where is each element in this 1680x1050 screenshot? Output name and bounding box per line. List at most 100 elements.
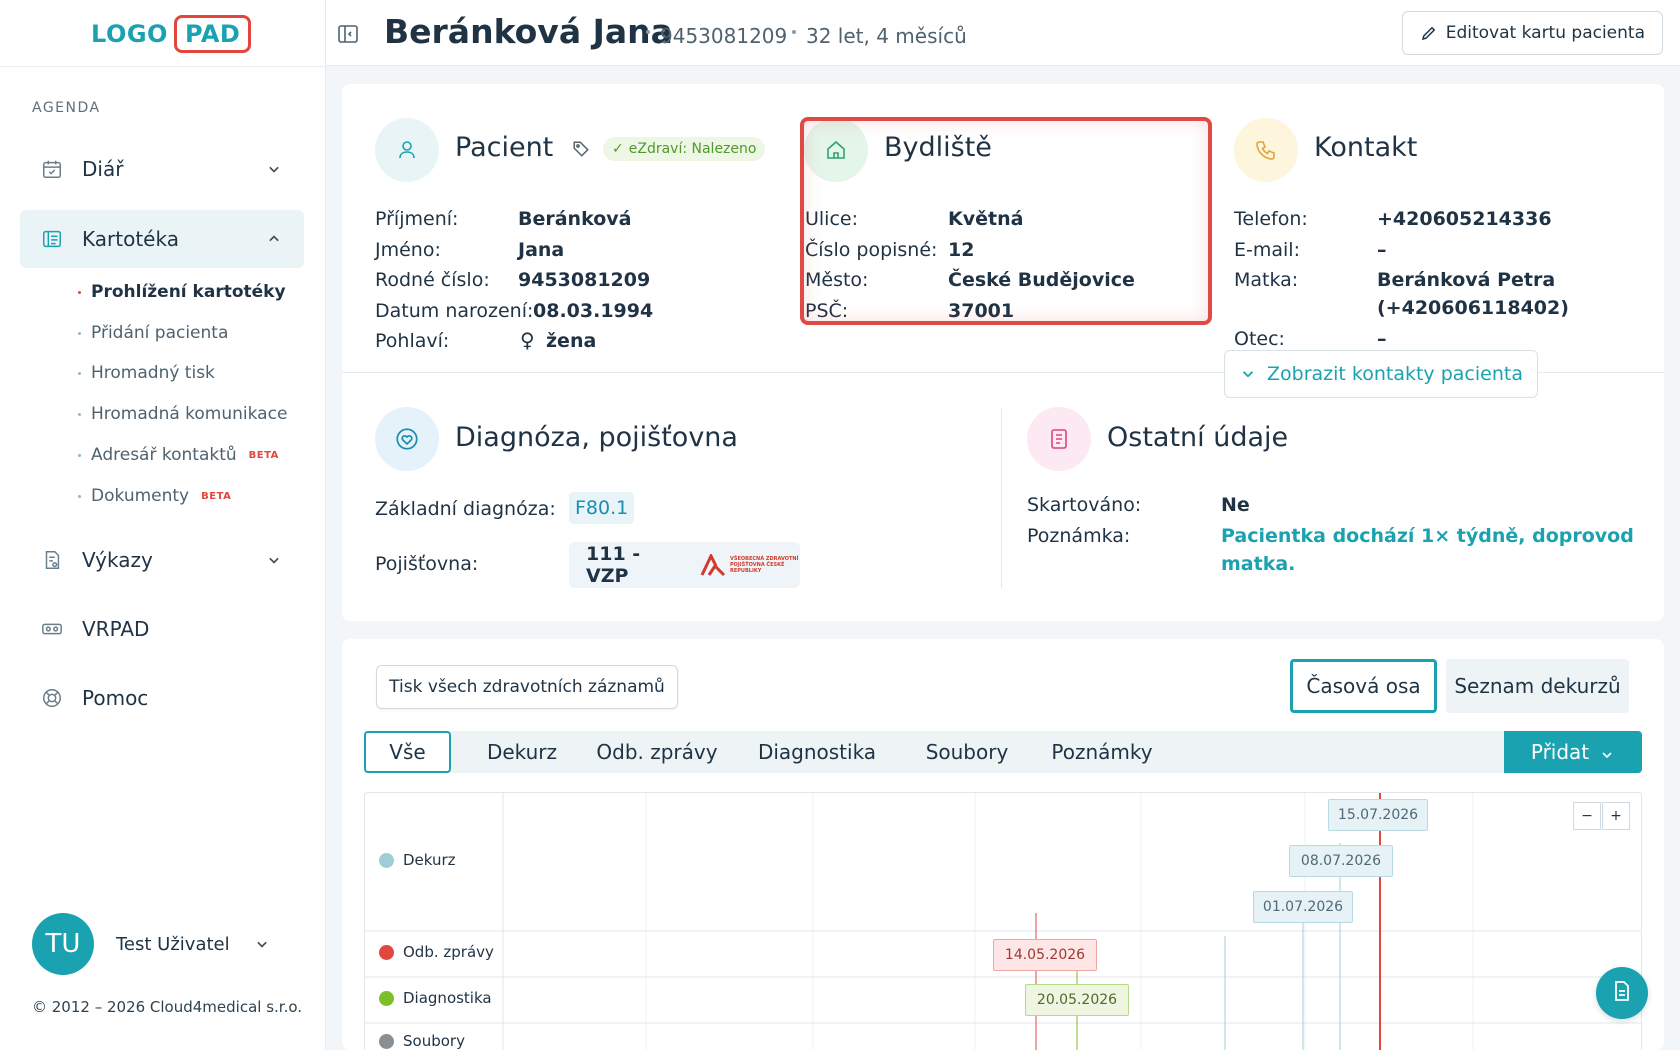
person-icon: [375, 118, 439, 182]
tab-soubory[interactable]: Soubory: [925, 740, 1009, 764]
tag-icon[interactable]: [572, 140, 590, 158]
tab-vse[interactable]: Vše: [364, 731, 451, 773]
birth-number: 9453081209: [660, 24, 788, 48]
field-value: Jana: [518, 239, 565, 261]
field-value: 9453081209: [518, 269, 651, 291]
tab-dekurz[interactable]: Dekurz: [486, 740, 558, 764]
page-title: Beránková Jana: [384, 12, 673, 51]
document-fab-button[interactable]: [1596, 967, 1648, 1019]
field-value: České Budějovice: [948, 269, 1135, 291]
sidebar-item-kartoteka[interactable]: Kartotéka: [20, 210, 304, 268]
sidebar-subitem-label: Hromadná komunikace: [91, 404, 288, 424]
timeline-event[interactable]: 14.05.2026: [993, 939, 1097, 971]
timeline-row-dekurz: Dekurz: [379, 851, 456, 869]
show-contacts-label: Zobrazit kontakty pacienta: [1267, 363, 1523, 385]
add-record-button[interactable]: Přidat: [1504, 731, 1642, 773]
chevron-down-icon: [1239, 365, 1257, 383]
logo[interactable]: LOGO PAD: [91, 13, 252, 55]
edit-patient-card-button[interactable]: Editovat kartu pacienta: [1401, 11, 1663, 55]
chevron-down-icon: [252, 934, 272, 954]
sidebar-subitem-prohlizeni[interactable]: Prohlížení kartotéky: [78, 282, 286, 302]
field-value: 12: [948, 239, 975, 261]
divider: [1001, 408, 1002, 588]
sidebar-subitem-hromadna-komunikace[interactable]: Hromadná komunikace: [78, 404, 287, 424]
timeline-event[interactable]: 08.07.2026: [1289, 845, 1393, 877]
tab-poznamky[interactable]: Poznámky: [1051, 740, 1153, 764]
timeline-grid: [365, 793, 1641, 1050]
field-label: Pohlaví:: [375, 330, 450, 352]
field-label: Základní diagnóza:: [375, 498, 556, 520]
sidebar-subitem-pridani[interactable]: Přidání pacienta: [78, 323, 228, 343]
section-title-bydliste: Bydliště: [884, 132, 992, 163]
timeline: Dekurz Odb. zprávy Diagnostika Soubory 1…: [364, 792, 1642, 1050]
add-label: Přidat: [1530, 740, 1590, 764]
sidebar-subitem-label: Dokumenty: [91, 486, 190, 506]
field-label: Pojišťovna:: [375, 553, 479, 575]
sidebar-item-vykazy[interactable]: Výkazy: [20, 531, 304, 589]
home-icon: [804, 118, 868, 182]
user-name: Test Uživatel: [116, 933, 230, 955]
chevron-down-icon: [264, 159, 284, 179]
timeline-event[interactable]: 20.05.2026: [1025, 984, 1129, 1016]
legend-dot: [379, 990, 394, 1006]
sidebar-toggle-icon[interactable]: [336, 22, 360, 46]
field-value: Beránková: [518, 208, 632, 230]
insurance-badge: 111 - VZP VŠEOBECNÁ ZDRAVOTNÍ POJIŠŤOVNA…: [569, 542, 800, 588]
heart-badge-icon: [375, 407, 439, 471]
check-icon: ✓: [612, 141, 624, 157]
avatar: TU: [32, 913, 94, 975]
section-title-pacient: Pacient: [455, 132, 554, 163]
lifebuoy-icon: [40, 686, 64, 710]
sidebar-item-pomoc[interactable]: Pomoc: [20, 669, 304, 727]
row-label: Diagnostika: [403, 989, 492, 1007]
field-label: Číslo popisné:: [805, 239, 938, 261]
ezdravi-label: eZdraví: Nalezeno: [628, 141, 757, 157]
sidebar-item-label: Výkazy: [82, 548, 153, 572]
record-type-tabs: Vše Dekurz Odb. zprávy Diagnostika Soubo…: [364, 731, 1642, 773]
logo-text-left: LOGO: [91, 20, 168, 48]
bullet: [78, 412, 81, 416]
zoom-out-button[interactable]: −: [1573, 802, 1601, 830]
timeline-event[interactable]: 01.07.2026: [1253, 891, 1353, 923]
sidebar-divider: [0, 66, 326, 67]
vr-headset-icon: [40, 617, 64, 641]
sidebar-item-diar[interactable]: Diář: [20, 140, 304, 198]
dekurz-list-view-button[interactable]: Seznam dekurzů: [1446, 659, 1629, 713]
print-all-records-button[interactable]: Tisk všech zdravotních záznamů: [376, 665, 678, 709]
diagnosis-code[interactable]: F80.1: [569, 492, 635, 524]
logo-text-right: PAD: [173, 15, 252, 53]
sidebar-item-vrpad[interactable]: VRPAD: [20, 600, 304, 658]
note-value: Pacientka dochází 1× týdně, doprovod: [1221, 525, 1634, 547]
field-label: Telefon:: [1234, 208, 1308, 230]
bullet: [78, 453, 81, 457]
timeline-view-button[interactable]: Časová osa: [1290, 659, 1437, 713]
zoom-in-button[interactable]: +: [1602, 802, 1630, 830]
section-label: AGENDA: [32, 100, 101, 116]
legend-dot: [379, 852, 394, 868]
timeline-event[interactable]: 15.07.2026: [1328, 799, 1428, 831]
document-icon: [1027, 407, 1091, 471]
bullet: [78, 331, 81, 335]
field-value: 37001: [948, 300, 1015, 322]
user-menu[interactable]: TU Test Uživatel: [32, 913, 292, 975]
sidebar-item-label: Pomoc: [82, 686, 149, 710]
sidebar-subitem-label: Prohlížení kartotéky: [91, 282, 286, 302]
tab-diagnostika[interactable]: Diagnostika: [757, 740, 877, 764]
ezdravi-badge: ✓ eZdraví: Nalezeno: [603, 137, 766, 161]
show-contacts-button[interactable]: Zobrazit kontakty pacienta: [1224, 350, 1538, 398]
card-file-icon: [40, 227, 64, 251]
sidebar-subitem-adresar[interactable]: Adresář kontaktů BETA: [78, 445, 279, 465]
tab-odb-zpravy[interactable]: Odb. zprávy: [596, 740, 718, 764]
sidebar-subitem-dokumenty[interactable]: Dokumenty BETA: [78, 486, 231, 506]
sidebar-item-label: Kartotéka: [82, 227, 179, 251]
timeline-row-odb-zpravy: Odb. zprávy: [379, 943, 494, 961]
section-title-diagnoza: Diagnóza, pojišťovna: [455, 422, 738, 453]
legend-dot: [379, 944, 394, 960]
timeline-row-soubory: Soubory: [379, 1032, 465, 1050]
row-label: Dekurz: [403, 851, 456, 869]
field-label: E-mail:: [1234, 239, 1300, 261]
field-value: (+420606118402): [1377, 297, 1569, 319]
sidebar: LOGO PAD AGENDA Diář Kartotéka Prohlížen…: [0, 0, 326, 1050]
sidebar-subitem-hromadny-tisk[interactable]: Hromadný tisk: [78, 363, 215, 383]
field-value: žena: [546, 330, 597, 352]
